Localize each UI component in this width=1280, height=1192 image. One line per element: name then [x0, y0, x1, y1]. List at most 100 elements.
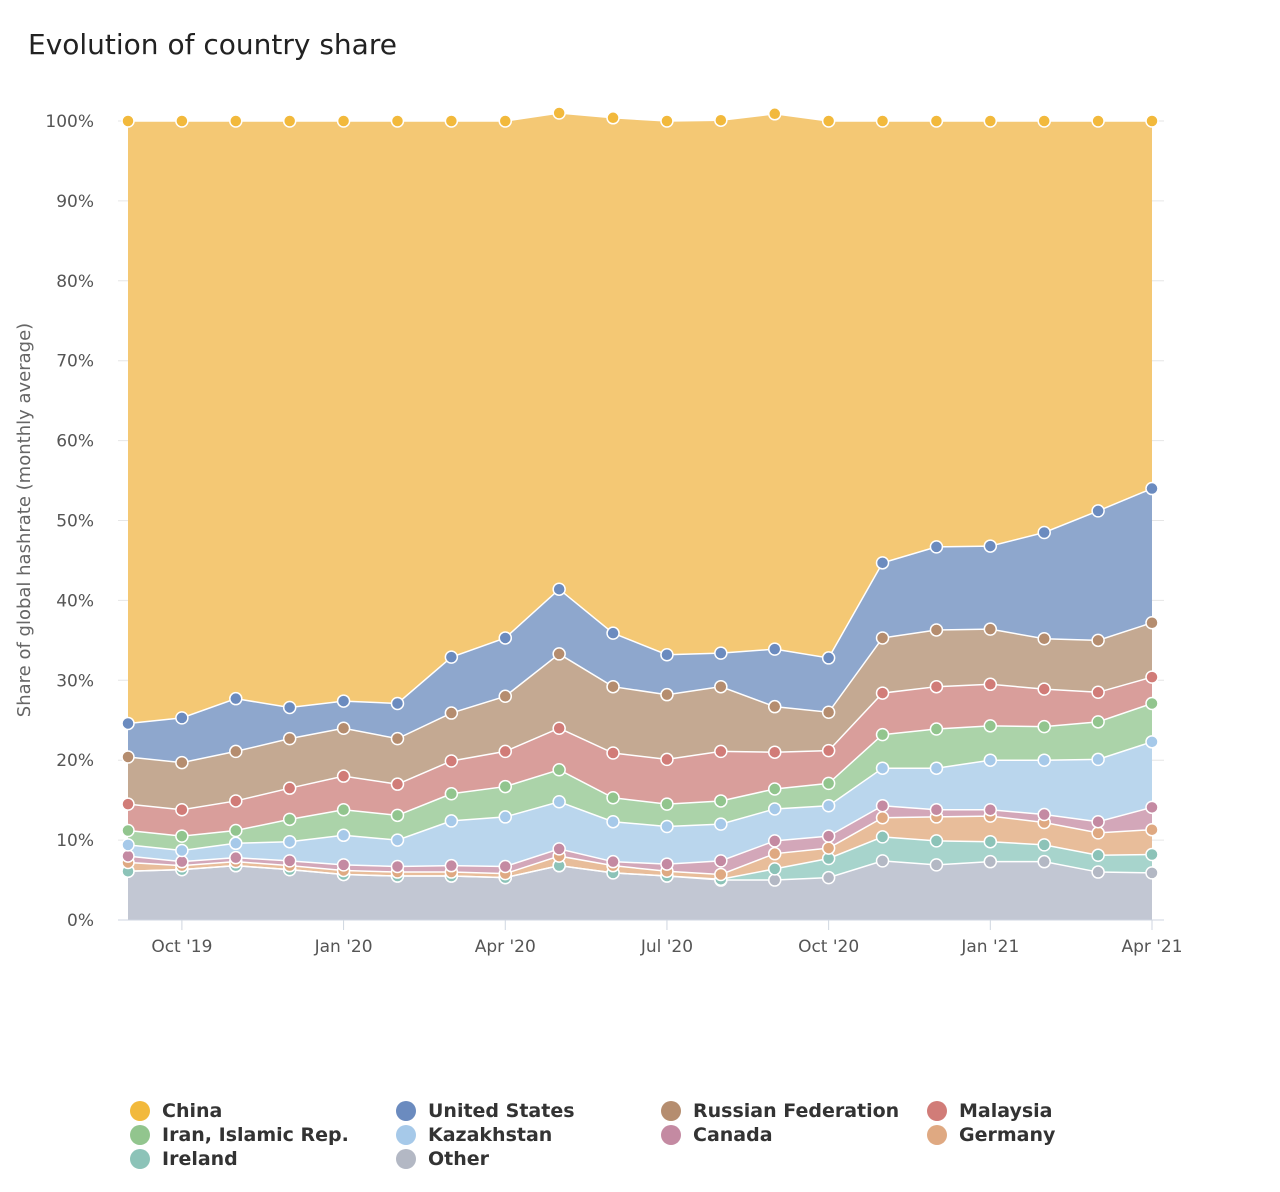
point-malaysia[interactable] — [121, 797, 135, 811]
point-malaysia[interactable] — [606, 746, 620, 760]
point-china[interactable] — [444, 114, 459, 128]
point-ireland[interactable] — [929, 834, 944, 848]
legend-item-germany[interactable]: Germany — [927, 1124, 1055, 1146]
point-china[interactable] — [1037, 114, 1051, 128]
point-russian-federation[interactable] — [229, 744, 243, 759]
point-kazakhstan[interactable] — [1037, 753, 1051, 767]
point-united-states[interactable] — [1037, 525, 1051, 540]
point-iran-islamic-rep[interactable] — [121, 823, 135, 838]
point-russian-federation[interactable] — [175, 755, 189, 770]
point-russian-federation[interactable] — [714, 679, 728, 694]
point-iran-islamic-rep[interactable] — [390, 808, 405, 823]
point-iran-islamic-rep[interactable] — [714, 794, 728, 808]
point-kazakhstan[interactable] — [929, 761, 944, 775]
point-united-states[interactable] — [498, 631, 513, 645]
point-canada[interactable] — [282, 854, 297, 868]
point-united-states[interactable] — [875, 556, 890, 570]
point-kazakhstan[interactable] — [175, 843, 189, 858]
point-germany[interactable] — [1091, 826, 1105, 840]
point-other[interactable] — [767, 873, 782, 887]
point-ireland[interactable] — [875, 830, 890, 844]
point-china[interactable] — [767, 107, 782, 121]
point-united-states[interactable] — [175, 711, 189, 725]
point-russian-federation[interactable] — [121, 750, 135, 764]
point-malaysia[interactable] — [390, 777, 405, 791]
point-malaysia[interactable] — [336, 769, 351, 783]
point-iran-islamic-rep[interactable] — [606, 791, 620, 805]
point-malaysia[interactable] — [498, 744, 513, 759]
point-china[interactable] — [1145, 114, 1159, 128]
point-iran-islamic-rep[interactable] — [336, 802, 351, 817]
point-iran-islamic-rep[interactable] — [229, 823, 243, 838]
point-china[interactable] — [390, 114, 405, 128]
point-kazakhstan[interactable] — [390, 833, 405, 847]
point-united-states[interactable] — [1145, 481, 1159, 496]
point-kazakhstan[interactable] — [121, 838, 135, 852]
point-united-states[interactable] — [606, 626, 620, 640]
point-russian-federation[interactable] — [390, 731, 405, 746]
point-germany[interactable] — [767, 846, 782, 861]
legend-item-russian-federation[interactable]: Russian Federation — [661, 1100, 899, 1122]
point-malaysia[interactable] — [282, 781, 297, 795]
point-kazakhstan[interactable] — [875, 761, 890, 775]
point-iran-islamic-rep[interactable] — [1037, 719, 1051, 734]
point-united-states[interactable] — [660, 647, 674, 662]
point-united-states[interactable] — [282, 700, 297, 715]
point-russian-federation[interactable] — [660, 687, 674, 702]
point-russian-federation[interactable] — [929, 623, 944, 637]
point-canada[interactable] — [875, 798, 890, 813]
point-ireland[interactable] — [1037, 838, 1051, 852]
point-ireland[interactable] — [983, 834, 998, 849]
point-russian-federation[interactable] — [983, 622, 998, 636]
point-china[interactable] — [875, 114, 890, 128]
point-ireland[interactable] — [1145, 847, 1159, 862]
point-china[interactable] — [498, 114, 513, 128]
point-kazakhstan[interactable] — [229, 836, 243, 851]
point-kazakhstan[interactable] — [498, 810, 513, 824]
point-kazakhstan[interactable] — [1091, 752, 1105, 767]
point-china[interactable] — [336, 114, 351, 128]
point-canada[interactable] — [660, 857, 674, 871]
point-kazakhstan[interactable] — [1145, 735, 1159, 749]
point-kazakhstan[interactable] — [660, 819, 674, 834]
point-united-states[interactable] — [714, 646, 728, 660]
point-canada[interactable] — [390, 859, 405, 874]
point-malaysia[interactable] — [175, 802, 189, 817]
point-iran-islamic-rep[interactable] — [660, 797, 674, 811]
point-malaysia[interactable] — [1091, 685, 1105, 700]
point-iran-islamic-rep[interactable] — [498, 779, 513, 794]
point-russian-federation[interactable] — [767, 699, 782, 714]
point-iran-islamic-rep[interactable] — [1145, 696, 1159, 711]
legend-item-china[interactable]: China — [130, 1100, 222, 1122]
point-canada[interactable] — [606, 854, 620, 869]
point-canada[interactable] — [929, 802, 944, 817]
point-russian-federation[interactable] — [606, 679, 620, 694]
point-iran-islamic-rep[interactable] — [552, 763, 566, 777]
point-china[interactable] — [660, 114, 674, 128]
point-other[interactable] — [983, 854, 998, 869]
point-canada[interactable] — [1145, 800, 1159, 815]
point-canada[interactable] — [821, 829, 836, 843]
point-malaysia[interactable] — [229, 794, 243, 808]
point-malaysia[interactable] — [660, 752, 674, 767]
point-iran-islamic-rep[interactable] — [444, 787, 459, 801]
point-malaysia[interactable] — [1037, 682, 1051, 696]
point-other[interactable] — [1037, 854, 1051, 869]
point-other[interactable] — [821, 870, 836, 885]
legend-item-iran-islamic-rep[interactable]: Iran, Islamic Rep. — [130, 1124, 349, 1146]
point-russian-federation[interactable] — [552, 647, 566, 661]
point-canada[interactable] — [1037, 807, 1051, 822]
point-canada[interactable] — [175, 854, 189, 869]
point-russian-federation[interactable] — [821, 705, 836, 720]
point-malaysia[interactable] — [983, 677, 998, 692]
point-malaysia[interactable] — [767, 745, 782, 759]
point-germany[interactable] — [821, 841, 836, 855]
point-kazakhstan[interactable] — [714, 817, 728, 831]
point-malaysia[interactable] — [929, 679, 944, 694]
point-united-states[interactable] — [552, 582, 566, 596]
point-canada[interactable] — [444, 858, 459, 873]
point-china[interactable] — [552, 106, 566, 120]
point-iran-islamic-rep[interactable] — [929, 722, 944, 736]
point-other[interactable] — [929, 858, 944, 872]
point-united-states[interactable] — [983, 539, 998, 553]
